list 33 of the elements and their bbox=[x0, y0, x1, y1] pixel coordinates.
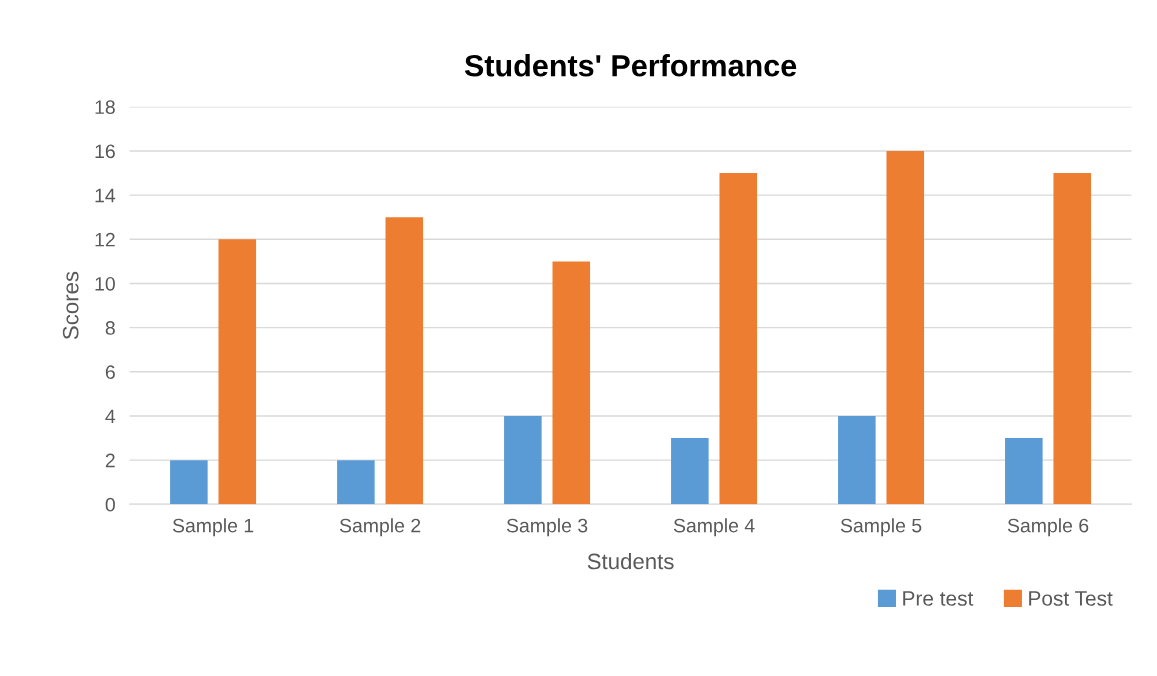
y-axis-title: Scores bbox=[62, 271, 79, 340]
bar bbox=[218, 239, 257, 505]
y-tick-label: 18 bbox=[95, 100, 115, 115]
x-tick-label: Sample 4 bbox=[673, 518, 755, 537]
x-axis-title: Students bbox=[587, 552, 674, 570]
x-tick-label: Sample 6 bbox=[1007, 518, 1089, 537]
y-tick-label: 4 bbox=[105, 409, 116, 424]
bar bbox=[170, 460, 208, 505]
bar bbox=[886, 150, 925, 505]
bar bbox=[671, 438, 709, 505]
bar bbox=[385, 217, 424, 505]
y-tick-label: 16 bbox=[95, 144, 115, 159]
y-tick-label: 8 bbox=[105, 321, 115, 335]
bar bbox=[337, 460, 375, 505]
x-tick-label: Sample 2 bbox=[339, 518, 421, 537]
bar bbox=[504, 415, 542, 505]
y-tick-label: 10 bbox=[95, 276, 115, 291]
bar bbox=[552, 261, 591, 505]
y-tick-label: 0 bbox=[105, 497, 115, 512]
bar bbox=[1005, 438, 1043, 505]
y-tick-label: 12 bbox=[95, 232, 115, 247]
y-tick-label: 14 bbox=[95, 188, 116, 203]
chart-title: Students' Performance bbox=[464, 54, 797, 77]
legend-label: Pre test bbox=[903, 591, 974, 606]
y-tick-label: 6 bbox=[105, 365, 115, 380]
x-tick-label: Sample 5 bbox=[840, 518, 922, 537]
y-tick-label: 2 bbox=[105, 453, 115, 468]
bar bbox=[719, 173, 758, 505]
legend-label: Post Test bbox=[1029, 591, 1113, 606]
x-tick-label: Sample 3 bbox=[506, 518, 588, 537]
x-tick-label: Sample 1 bbox=[172, 518, 254, 537]
bar bbox=[1053, 173, 1092, 505]
bar bbox=[838, 415, 876, 505]
